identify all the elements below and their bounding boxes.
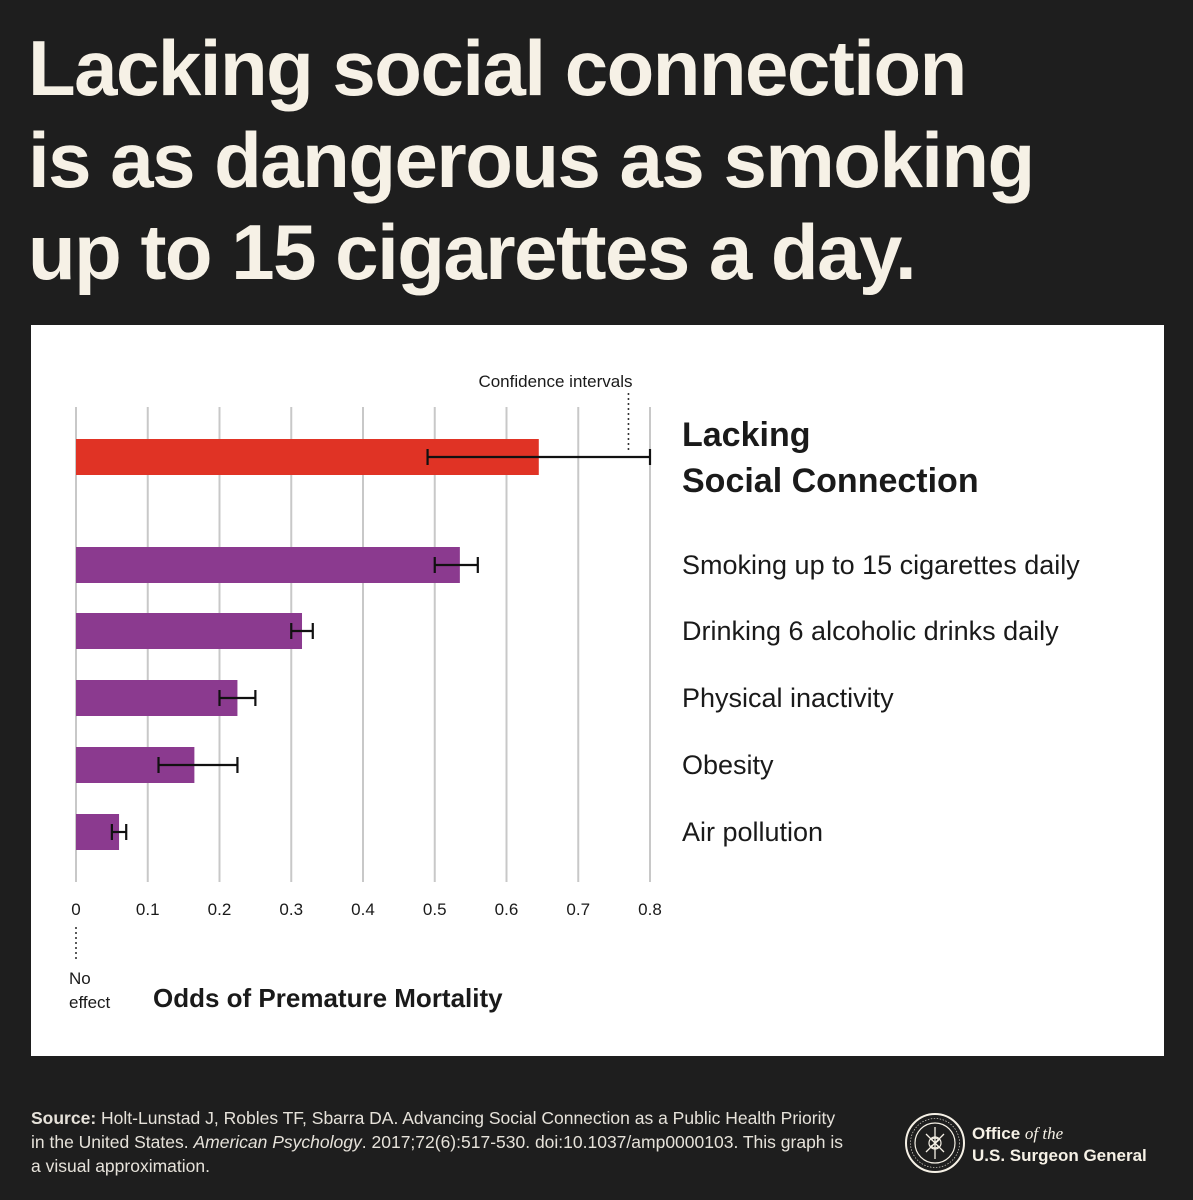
confidence-intervals-annotation: Confidence intervals	[478, 372, 632, 391]
bar	[76, 680, 238, 716]
source-citation: Source: Holt-Lunstad J, Robles TF, Sbarr…	[31, 1106, 851, 1178]
headline: Lacking social connection is as dangerou…	[28, 22, 1178, 298]
category-label: Obesity	[682, 750, 774, 780]
source-journal: American Psychology	[193, 1132, 362, 1152]
x-tick-label: 0	[71, 900, 80, 919]
x-tick-label: 0.5	[423, 900, 447, 919]
of-the-word: of the	[1024, 1124, 1064, 1143]
x-tick-label: 0.6	[495, 900, 519, 919]
category-label-highlight-line-2: Social Connection	[682, 462, 979, 500]
source-text-a: Holt-Lunstad J, Robles TF, Sbarra DA. Ad…	[31, 1108, 836, 1152]
chart-panel: 0 0.1 0.2 0.3 0.4 0.5 0.6 0.7 0.8 Lacking Social C…	[31, 325, 1164, 1056]
headline-line-3: up to 15 cigarettes a day.	[28, 208, 917, 296]
x-tick-label: 0.7	[566, 900, 590, 919]
x-tick-label: 0.8	[638, 900, 662, 919]
x-axis-title: Odds of Premature Mortality	[153, 983, 503, 1013]
x-tick-label: 0.2	[208, 900, 232, 919]
headline-line-1: Lacking social connection	[28, 24, 967, 112]
x-tick-label: 0.3	[279, 900, 303, 919]
category-label: Drinking 6 alcoholic drinks daily	[682, 616, 1059, 646]
category-label: Air pollution	[682, 817, 823, 847]
x-tick-label: 0.4	[351, 900, 375, 919]
no-effect-label-line-2: effect	[69, 993, 111, 1012]
chart: 0 0.1 0.2 0.3 0.4 0.5 0.6 0.7 0.8 Lacking Social C…	[69, 372, 1080, 1013]
office-name: Office of the U.S. Surgeon General	[972, 1123, 1147, 1167]
no-effect-label-line-1: No	[69, 969, 91, 988]
x-tick-label: 0.1	[136, 900, 160, 919]
surgeon-general-name: U.S. Surgeon General	[972, 1146, 1147, 1165]
office-word: Office	[972, 1124, 1021, 1143]
source-label: Source:	[31, 1108, 97, 1128]
bar	[76, 547, 460, 583]
category-label-highlight-line-1: Lacking	[682, 416, 810, 454]
category-label: Physical inactivity	[682, 683, 894, 713]
category-label: Smoking up to 15 cigarettes daily	[682, 550, 1080, 580]
source-text-b: . 2017;72(6):517-530. doi:10.1037/amp000…	[31, 1132, 844, 1176]
bar	[76, 613, 303, 649]
public-health-service-seal-icon	[905, 1113, 965, 1173]
headline-line-2: is as dangerous as smoking	[28, 116, 1035, 204]
surgeon-general-logo: Office of the U.S. Surgeon General	[904, 1112, 1174, 1178]
